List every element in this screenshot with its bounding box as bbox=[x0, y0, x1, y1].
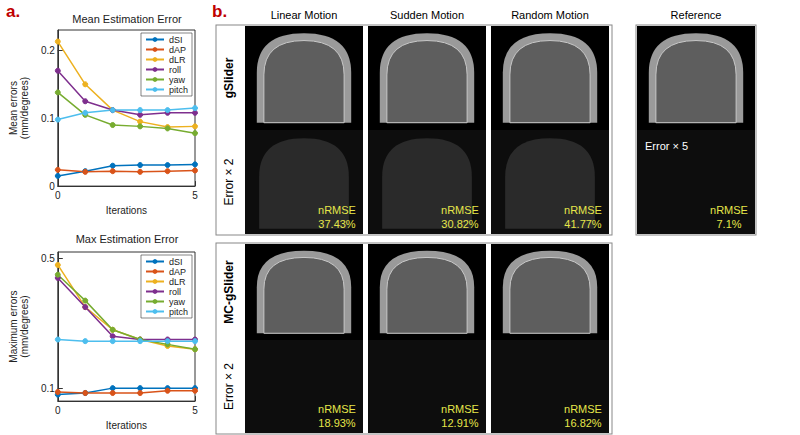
svg-text:nRMSE: nRMSE bbox=[710, 204, 748, 216]
svg-text:0.5: 0.5 bbox=[41, 253, 55, 264]
svg-text:b.: b. bbox=[212, 2, 227, 21]
svg-text:nRMSE: nRMSE bbox=[564, 204, 602, 216]
svg-text:5: 5 bbox=[192, 190, 198, 201]
svg-text:5: 5 bbox=[192, 405, 198, 416]
svg-text:12.91%: 12.91% bbox=[441, 417, 479, 429]
svg-text:0.1: 0.1 bbox=[41, 113, 55, 124]
svg-text:Iterations: Iterations bbox=[106, 420, 147, 431]
svg-text:30.82%: 30.82% bbox=[441, 218, 479, 230]
svg-text:Random Motion: Random Motion bbox=[511, 9, 589, 21]
svg-text:0.2: 0.2 bbox=[41, 45, 55, 56]
svg-text:roll: roll bbox=[169, 287, 181, 297]
svg-text:roll: roll bbox=[169, 65, 181, 75]
svg-text:41.77%: 41.77% bbox=[564, 218, 602, 230]
svg-text:(mm/degrees): (mm/degrees) bbox=[19, 295, 30, 357]
svg-text:Max Estimation Error: Max Estimation Error bbox=[76, 233, 179, 245]
svg-text:0: 0 bbox=[55, 190, 61, 201]
svg-text:yaw: yaw bbox=[169, 297, 186, 307]
svg-text:dSI: dSI bbox=[169, 35, 183, 45]
svg-text:16.82%: 16.82% bbox=[564, 417, 602, 429]
svg-text:pitch: pitch bbox=[169, 307, 188, 317]
svg-text:nRMSE: nRMSE bbox=[441, 403, 479, 415]
svg-text:a.: a. bbox=[6, 2, 20, 21]
svg-text:Error × 2: Error × 2 bbox=[222, 158, 236, 205]
svg-text:Maximum errors: Maximum errors bbox=[8, 290, 19, 362]
svg-text:Error × 2: Error × 2 bbox=[222, 363, 236, 410]
svg-text:dLR: dLR bbox=[169, 277, 186, 287]
svg-text:nRMSE: nRMSE bbox=[318, 204, 356, 216]
svg-text:0: 0 bbox=[55, 405, 61, 416]
svg-text:Mean errors: Mean errors bbox=[8, 81, 19, 135]
svg-text:Reference: Reference bbox=[671, 9, 722, 21]
svg-text:Mean Estimation Error: Mean Estimation Error bbox=[72, 13, 182, 25]
svg-text:18.93%: 18.93% bbox=[318, 417, 356, 429]
svg-text:37.43%: 37.43% bbox=[318, 218, 356, 230]
svg-text:nRMSE: nRMSE bbox=[564, 403, 602, 415]
svg-text:Sudden Motion: Sudden Motion bbox=[390, 9, 464, 21]
svg-text:gSlider: gSlider bbox=[222, 57, 236, 98]
svg-text:Iterations: Iterations bbox=[106, 205, 147, 216]
svg-text:0: 0 bbox=[49, 180, 55, 192]
svg-text:pitch: pitch bbox=[169, 85, 188, 95]
svg-text:Error × 5: Error × 5 bbox=[645, 140, 688, 152]
svg-text:dSI: dSI bbox=[169, 257, 183, 267]
svg-text:MC-gSlider: MC-gSlider bbox=[222, 260, 236, 324]
svg-text:Linear Motion: Linear Motion bbox=[271, 9, 338, 21]
svg-text:dAP: dAP bbox=[169, 45, 186, 55]
svg-text:0.1: 0.1 bbox=[41, 383, 55, 394]
svg-text:dAP: dAP bbox=[169, 267, 186, 277]
svg-text:yaw: yaw bbox=[169, 75, 186, 85]
svg-text:dLR: dLR bbox=[169, 55, 186, 65]
svg-text:nRMSE: nRMSE bbox=[318, 403, 356, 415]
svg-text:(mm/degrees): (mm/degrees) bbox=[19, 77, 30, 139]
svg-text:nRMSE: nRMSE bbox=[441, 204, 479, 216]
svg-text:7.1%: 7.1% bbox=[716, 218, 741, 230]
